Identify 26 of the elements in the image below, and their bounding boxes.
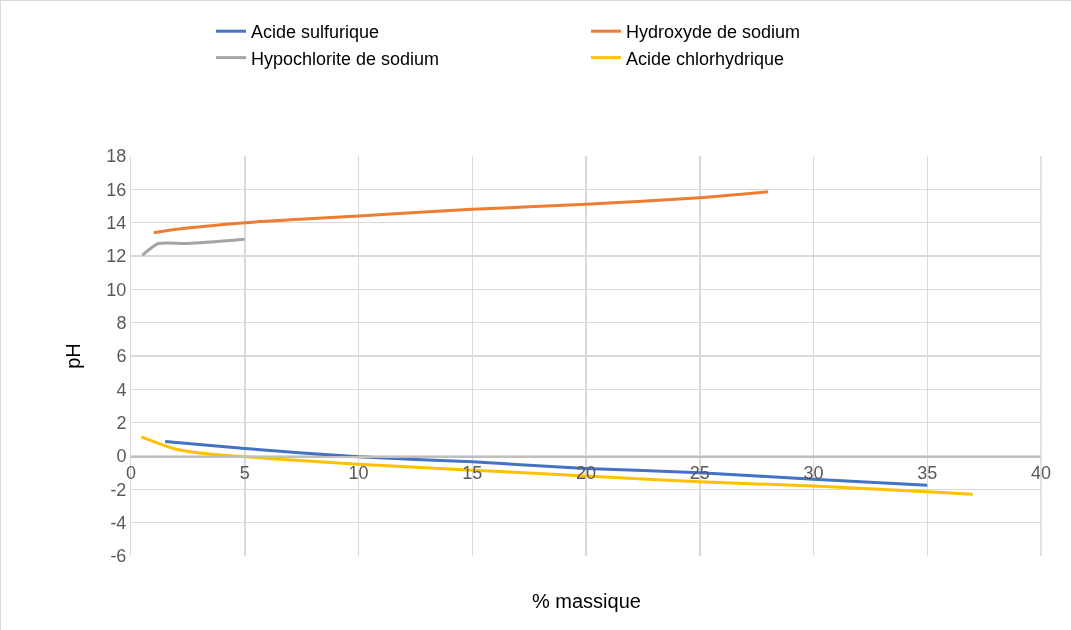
y-tick-label: -6 — [110, 546, 127, 567]
x-tick-label: 35 — [917, 463, 938, 484]
legend-label: Acide chlorhydrique — [626, 48, 785, 69]
x-tick-label: 5 — [239, 463, 250, 484]
y-tick-label: 18 — [106, 146, 127, 167]
y-tick-label: 4 — [116, 379, 127, 400]
x-tick-label: 10 — [348, 463, 369, 484]
legend-label: Hydroxyde de sodium — [626, 22, 801, 43]
y-tick-label: 6 — [116, 346, 127, 367]
legend-label: Hypochlorite de sodium — [251, 48, 440, 69]
line-series — [152, 190, 770, 235]
x-axis-title: % massique — [532, 590, 641, 612]
y-tick-label: -2 — [110, 479, 127, 500]
y-tick-label: -4 — [110, 512, 127, 533]
y-tick-label: 0 — [116, 446, 127, 467]
y-tick-label: 10 — [106, 279, 127, 300]
y-axis-title: pH — [61, 343, 84, 369]
line-series — [139, 435, 975, 496]
y-tick-label: 12 — [106, 246, 127, 267]
y-tick-label: 2 — [116, 412, 127, 433]
y-tick-label: 16 — [106, 179, 127, 200]
y-tick-label: 8 — [116, 312, 127, 333]
y-tick-label: 14 — [106, 212, 127, 233]
x-tick-label: 30 — [803, 463, 824, 484]
legend-label: Acide sulfurique — [251, 22, 380, 43]
x-tick-label: 40 — [1030, 463, 1052, 484]
